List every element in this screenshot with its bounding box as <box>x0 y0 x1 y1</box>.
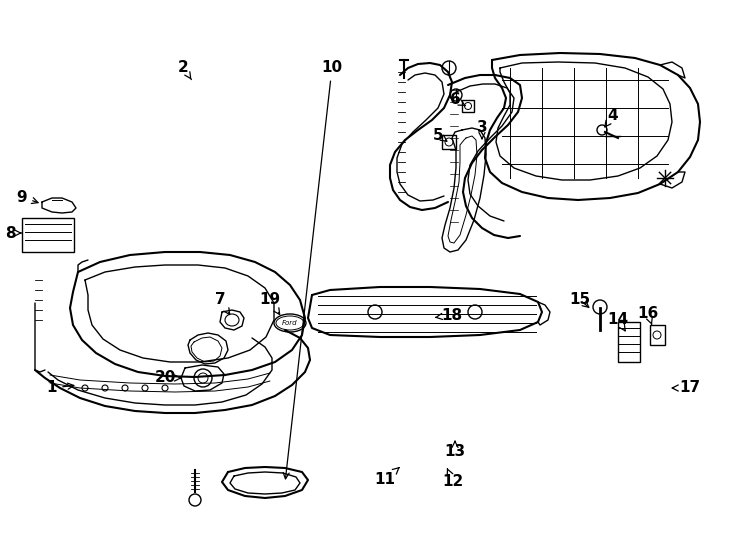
Text: 16: 16 <box>637 307 658 325</box>
Text: 9: 9 <box>17 190 38 205</box>
Text: 19: 19 <box>259 293 280 314</box>
Text: 3: 3 <box>476 120 487 139</box>
Text: 18: 18 <box>436 307 462 322</box>
Text: 1: 1 <box>47 381 74 395</box>
Text: 2: 2 <box>178 59 192 79</box>
Bar <box>618 322 640 362</box>
Text: 6: 6 <box>450 92 465 107</box>
Text: 10: 10 <box>283 60 343 479</box>
Text: 17: 17 <box>672 381 700 395</box>
Text: 14: 14 <box>608 313 628 331</box>
Bar <box>462 100 474 112</box>
Text: 15: 15 <box>570 293 591 307</box>
Bar <box>22 218 74 252</box>
Text: 8: 8 <box>4 226 21 240</box>
Text: Ford: Ford <box>282 320 298 326</box>
Text: 11: 11 <box>374 468 399 488</box>
Text: 7: 7 <box>214 293 230 314</box>
Text: 5: 5 <box>432 127 447 143</box>
Text: 20: 20 <box>154 370 181 386</box>
Bar <box>650 325 665 345</box>
Text: 13: 13 <box>445 441 465 460</box>
Bar <box>442 135 456 149</box>
Text: 4: 4 <box>605 109 618 127</box>
Text: 12: 12 <box>443 469 464 489</box>
